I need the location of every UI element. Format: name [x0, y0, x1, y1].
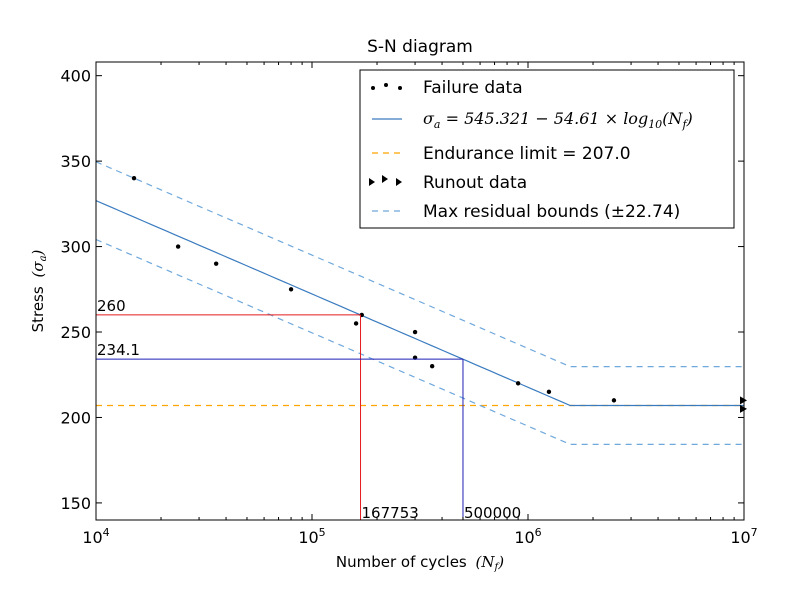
x-tick-label: 104: [82, 526, 109, 547]
y-tick-label: 350: [60, 152, 91, 171]
legend-box: [359, 69, 735, 229]
legend-entry-endurance-limit: Endurance limit = 207.0: [372, 144, 631, 164]
legend-triangle-icon: [396, 178, 402, 186]
legend-label-residual-bounds: Max residual bounds (±22.74): [423, 202, 680, 222]
fit-line: [96, 200, 744, 407]
legend-dot-icon: [384, 83, 388, 87]
failure-data-point: [515, 381, 521, 386]
legend-label-runout-data: Runout data: [423, 173, 527, 193]
x-tick-label: 106: [514, 526, 541, 547]
legend-triangle-icon: [369, 178, 375, 186]
failure-data-point: [429, 363, 435, 369]
x-axis-label: Number of cycles (Nf): [336, 553, 504, 573]
legend-label-failure-data: Failure data: [423, 78, 523, 98]
legend: Failure data σa = 545.321 − 54.61 × log1…: [359, 69, 735, 229]
annotation-y-label: 234.1: [97, 341, 140, 359]
annotation-x-label: 500000: [464, 504, 521, 522]
failure-data-point: [353, 321, 359, 326]
failure-data-point: [131, 176, 137, 181]
x-axis: 104 105 106 107: [82, 62, 758, 547]
annotations: 260 167753 234.1 500000: [96, 297, 521, 522]
legend-dot-icon: [371, 86, 375, 90]
failure-data-point: [213, 261, 219, 266]
y-tick-label: 400: [60, 67, 91, 86]
legend-label-fit-equation: σa = 545.321 − 54.61 × log10(Nf): [423, 109, 693, 131]
y-tick-label: 200: [60, 408, 91, 427]
failure-data-point: [175, 244, 181, 249]
legend-triangle-icon: [382, 175, 388, 183]
legend-entry-runout-data: Runout data: [369, 173, 527, 193]
legend-dot-icon: [398, 86, 402, 90]
y-tick-label: 150: [60, 494, 91, 513]
failure-data-point: [611, 398, 617, 403]
legend-label-endurance-limit: Endurance limit = 207.0: [423, 144, 631, 164]
failure-data-point: [288, 287, 294, 292]
runout-data-point: [740, 396, 747, 405]
x-tick-label: 105: [298, 526, 325, 547]
legend-entry-residual-bounds: Max residual bounds (±22.74): [372, 202, 680, 222]
failure-data-point: [412, 329, 418, 335]
plot-frame: [95, 61, 745, 521]
lower-residual-bound: [96, 238, 744, 445]
y-tick-label: 250: [60, 323, 91, 342]
y-axis-label: Stress (σa): [29, 249, 49, 332]
annotation-x-label: 167753: [362, 504, 419, 522]
legend-entry-fit-line: σa = 545.321 − 54.61 × log10(Nf): [372, 109, 693, 131]
chart-title: S-N diagram: [367, 37, 473, 57]
y-tick-label: 300: [60, 238, 91, 257]
y-axis: 150 200 250 300 350 400: [60, 67, 744, 513]
runout-data-point: [740, 404, 747, 413]
annotation-y-label: 260: [97, 297, 126, 315]
legend-entry-failure-data: Failure data: [371, 78, 523, 98]
x-tick-label: 107: [730, 526, 757, 547]
failure-data-point: [546, 389, 552, 395]
